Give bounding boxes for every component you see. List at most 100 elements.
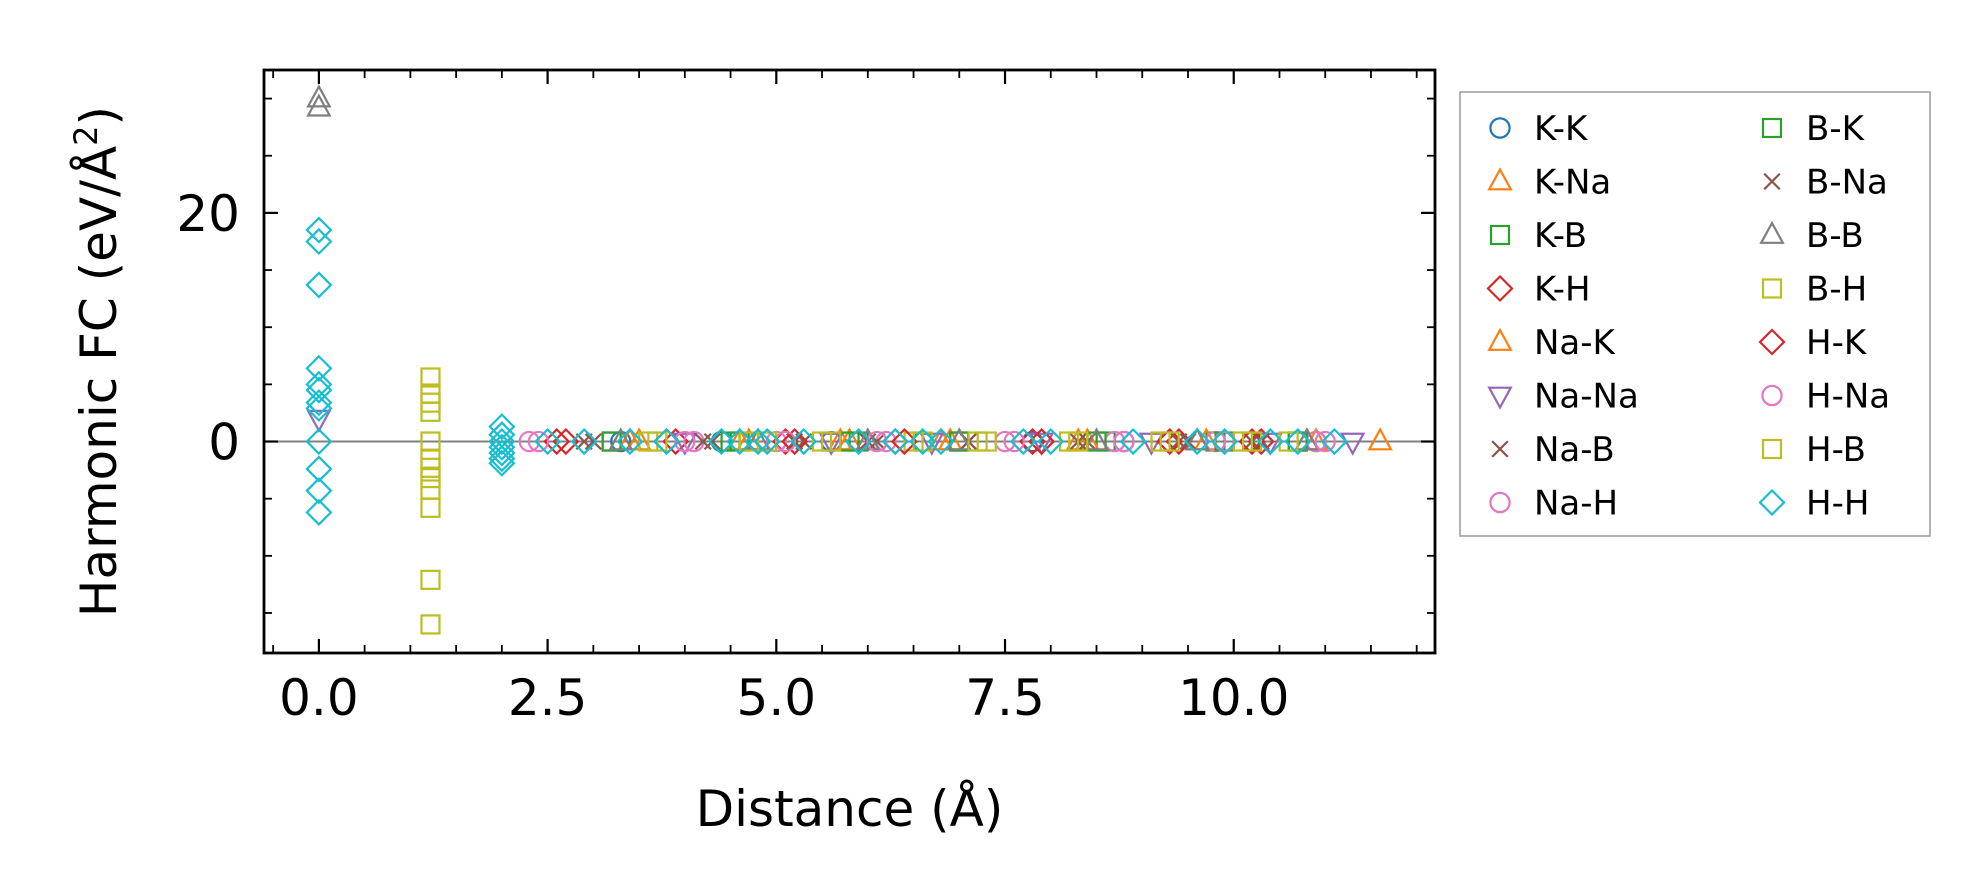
- point-h-b-10: [1241, 431, 1263, 452]
- point-na-na-6: [1257, 432, 1283, 456]
- legend-item-na-k: Na-K: [1487, 323, 1617, 363]
- point-h-h-22: [652, 427, 681, 456]
- legend-marker-na-k: [1487, 327, 1513, 351]
- point-h-h-15: [488, 433, 516, 461]
- y-axis-label-end: ): [70, 106, 128, 126]
- point-na-na-0: [306, 409, 332, 433]
- point-b-na-0: [584, 432, 602, 451]
- legend-label-h-na: H-Na: [1806, 377, 1890, 417]
- legend-marker-na-h: [1489, 491, 1511, 514]
- legend-item-na-b: Na-B: [1491, 430, 1615, 470]
- point-h-h-26: [753, 427, 781, 456]
- point-b-b-7: [1184, 427, 1210, 451]
- point-h-h-33: [1037, 427, 1065, 456]
- point-b-b-0: [306, 84, 332, 108]
- point-h-h-10: [305, 477, 333, 505]
- series-h-h: [305, 216, 1348, 526]
- point-h-na-6: [1213, 430, 1236, 453]
- point-na-k-3: [928, 427, 954, 451]
- series-h-b: [420, 392, 1263, 489]
- point-na-na-4: [1028, 432, 1055, 456]
- point-h-k-0: [552, 427, 580, 456]
- point-h-h-11: [305, 498, 333, 526]
- point-b-b-2: [608, 427, 634, 451]
- point-b-k-0: [601, 431, 622, 452]
- point-h-b-1: [420, 448, 441, 469]
- point-h-b-6: [912, 431, 933, 452]
- legend-label-b-k: B-K: [1806, 109, 1866, 149]
- legend-label-na-na: Na-Na: [1534, 377, 1639, 417]
- point-h-k-3: [890, 427, 918, 456]
- point-h-na-4: [1003, 430, 1025, 453]
- point-h-h-37: [1256, 427, 1284, 456]
- point-h-h-18: [488, 449, 516, 477]
- point-b-h-0: [420, 367, 441, 388]
- point-h-b-5: [821, 431, 842, 452]
- point-h-h-30: [909, 427, 937, 456]
- point-h-na-5: [1113, 430, 1135, 453]
- point-h-na-0: [527, 430, 550, 453]
- point-k-h-5: [1165, 427, 1193, 456]
- point-h-h-28: [845, 427, 873, 456]
- legend-marker-b-k: [1761, 117, 1783, 139]
- legend-item-h-b: H-B: [1761, 430, 1866, 470]
- point-h-h-6: [305, 389, 333, 417]
- legend-marker-b-na-stroke-b: [1763, 172, 1781, 191]
- series-h-na: [527, 430, 1336, 453]
- point-b-na-3-stroke-b: [868, 432, 886, 451]
- point-h-h-25: [744, 427, 772, 456]
- point-h-h-1: [305, 227, 333, 256]
- point-k-na-7: [1367, 427, 1393, 451]
- point-h-h-5: [305, 376, 333, 404]
- point-h-h-34: [1119, 427, 1147, 456]
- legend-marker-b-h: [1761, 278, 1783, 299]
- point-h-h-23: [707, 427, 735, 456]
- legend: K-K K-Na K-B K-H Na-K Na-Na Na-B Na-H B-K B-Na B-B…: [1459, 91, 1931, 537]
- legend-item-b-b: B-B: [1759, 216, 1864, 256]
- plot-frame: [262, 68, 1437, 655]
- legend-label-na-b: Na-B: [1534, 430, 1615, 470]
- legend-item-h-k: H-K: [1758, 323, 1868, 363]
- legend-label-k-na: K-Na: [1534, 163, 1611, 203]
- y-tick-label-0: 0: [208, 414, 240, 472]
- point-b-h-7: [420, 569, 441, 590]
- legend-item-b-k: B-K: [1761, 109, 1866, 149]
- legend-marker-na-b-stroke-b: [1491, 440, 1509, 458]
- point-h-h-24: [726, 427, 754, 456]
- y-axis-label: Harmonic FC (eV/Å2): [67, 106, 128, 617]
- legend-item-k-na: K-Na: [1487, 163, 1611, 203]
- point-na-na-1: [672, 432, 698, 456]
- legend-label-b-b: B-B: [1806, 216, 1864, 256]
- y-axis-label-main: Harmonic FC (eV/Å: [70, 146, 128, 617]
- point-h-h-38: [1284, 427, 1312, 456]
- point-h-b-0: [420, 392, 441, 413]
- point-b-b-8: [1294, 427, 1320, 451]
- point-b-b-6: [1083, 427, 1110, 451]
- point-h-h-27: [790, 427, 818, 456]
- point-h-h-31: [927, 427, 955, 456]
- x-tick-label-4: 10.0: [1178, 669, 1289, 727]
- y-tick-label-1: 20: [176, 185, 240, 243]
- axes: 0.0 2.5 5.0 7.5 10.0 0 20: [176, 68, 1437, 727]
- legend-item-k-h: K-H: [1486, 270, 1591, 310]
- point-h-h-29: [881, 427, 909, 456]
- point-h-b-3: [647, 431, 668, 452]
- legend-label-b-na: B-Na: [1806, 163, 1888, 203]
- legend-item-b-na: B-Na: [1763, 163, 1888, 203]
- point-h-h-9: [305, 455, 333, 483]
- point-h-h-7: [305, 394, 333, 422]
- legend-marker-b-na: [1763, 172, 1781, 191]
- legend-marker-k-k: [1489, 117, 1511, 139]
- point-k-h-1: [662, 427, 690, 456]
- legend-marker-k-b: [1489, 224, 1511, 246]
- point-h-h-14: [488, 427, 516, 456]
- point-h-h-12: [488, 413, 516, 441]
- point-b-h-17: [1278, 431, 1299, 452]
- point-k-h-6: [1247, 427, 1275, 456]
- x-axis-label: Distance (Å): [696, 780, 1004, 838]
- x-tick-label-1: 2.5: [508, 669, 588, 727]
- point-na-na-7: [1340, 432, 1366, 456]
- point-b-na-0-stroke-b: [584, 432, 602, 451]
- legend-item-b-h: B-H: [1761, 270, 1867, 310]
- point-h-h-32: [1009, 427, 1037, 456]
